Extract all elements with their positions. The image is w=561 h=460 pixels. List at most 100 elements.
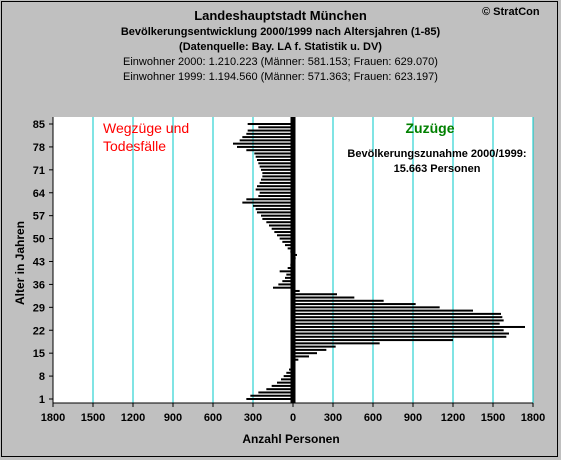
x-tick-label: 900 bbox=[164, 412, 182, 424]
bar bbox=[261, 168, 293, 171]
bar bbox=[258, 162, 293, 165]
bar bbox=[257, 159, 293, 162]
y-axis-label: Alter in Jahren bbox=[13, 221, 27, 305]
x-tick-label: 900 bbox=[404, 412, 422, 424]
bar bbox=[282, 240, 293, 243]
bar bbox=[286, 371, 293, 374]
y-tick-label: 50 bbox=[33, 234, 45, 246]
bar bbox=[261, 178, 293, 181]
x-tick-label: 0 bbox=[290, 412, 296, 424]
left-annotation-line2: Todesfälle bbox=[103, 138, 166, 154]
bar bbox=[293, 319, 504, 322]
bar bbox=[293, 352, 317, 355]
bar bbox=[282, 280, 293, 283]
bar bbox=[250, 394, 293, 397]
bar bbox=[246, 132, 293, 135]
bar bbox=[293, 306, 440, 309]
x-tick-label: 1500 bbox=[481, 412, 505, 424]
y-tick-label: 57 bbox=[33, 211, 45, 223]
y-tick-label: 8 bbox=[39, 371, 45, 383]
bar bbox=[293, 342, 380, 345]
x-tick-label: 1200 bbox=[441, 412, 465, 424]
bar bbox=[269, 224, 293, 227]
bar bbox=[293, 339, 453, 342]
bar bbox=[262, 175, 293, 178]
x-axis-label: Anzahl Personen bbox=[242, 432, 339, 446]
bar bbox=[253, 204, 293, 207]
bar bbox=[293, 312, 501, 315]
bar bbox=[293, 299, 384, 302]
bar bbox=[279, 237, 293, 240]
bar bbox=[283, 375, 293, 378]
bar bbox=[239, 139, 293, 142]
bar bbox=[262, 172, 293, 175]
x-tick-label: 600 bbox=[364, 412, 382, 424]
bar bbox=[254, 152, 293, 155]
x-tick-label: 1500 bbox=[81, 412, 105, 424]
bar bbox=[293, 303, 416, 306]
y-tick-label: 85 bbox=[33, 119, 45, 131]
bar bbox=[246, 149, 293, 152]
data-source: (Datenquelle: Bay. LA f. Statistik u. DV… bbox=[179, 41, 382, 53]
bar bbox=[293, 332, 509, 335]
bar bbox=[279, 270, 293, 273]
bar bbox=[255, 155, 293, 158]
x-tick-label: 1200 bbox=[121, 412, 145, 424]
bar bbox=[293, 293, 337, 296]
bar bbox=[237, 145, 293, 148]
copyright: © StratCon bbox=[482, 6, 540, 18]
chart-title: Landeshauptstadt München bbox=[194, 8, 367, 23]
bar bbox=[257, 211, 293, 214]
bar bbox=[242, 201, 293, 204]
bar bbox=[246, 198, 293, 201]
bar bbox=[293, 358, 299, 361]
bar bbox=[293, 335, 507, 338]
x-tick-label: 600 bbox=[204, 412, 222, 424]
bar bbox=[293, 325, 525, 328]
bar bbox=[271, 227, 293, 230]
x-tick-label: 1800 bbox=[41, 412, 65, 424]
bar bbox=[246, 398, 293, 400]
y-axis-ticks: 1 8 15 22 29 36 43 50 57 64 71 78 85 bbox=[33, 119, 53, 406]
bar bbox=[287, 267, 293, 270]
right-annotation: Zuzüge bbox=[406, 120, 455, 136]
x-tick-label: 1800 bbox=[521, 412, 545, 424]
bar bbox=[274, 231, 293, 234]
bars-group bbox=[233, 123, 525, 400]
gridlines bbox=[92, 117, 534, 403]
inhabitants-2000: Einwohner 2000: 1.210.223 (Männer: 581.1… bbox=[123, 56, 438, 68]
bar bbox=[266, 388, 293, 391]
chart-subtitle: Bevölkerungsentwicklung 2000/1999 nach A… bbox=[120, 26, 441, 38]
bar bbox=[293, 329, 504, 332]
bar bbox=[293, 289, 300, 292]
bar bbox=[285, 276, 293, 279]
bar bbox=[278, 283, 293, 286]
bar bbox=[233, 142, 293, 145]
bar bbox=[293, 296, 355, 299]
bar bbox=[255, 208, 293, 211]
summary-line2: 15.663 Personen bbox=[394, 163, 481, 175]
y-tick-label: 1 bbox=[39, 394, 45, 406]
bar bbox=[266, 221, 293, 224]
left-annotation-line1: Wegzüge und bbox=[103, 120, 189, 136]
bar bbox=[293, 309, 473, 312]
y-tick-label: 22 bbox=[33, 325, 45, 337]
bar bbox=[247, 123, 293, 125]
y-tick-label: 36 bbox=[33, 279, 45, 291]
inhabitants-1999: Einwohner 1999: 1.194.560 (Männer: 571.3… bbox=[123, 71, 438, 83]
bar bbox=[259, 181, 293, 184]
bar bbox=[247, 129, 293, 132]
bar bbox=[259, 191, 293, 194]
bar bbox=[293, 316, 503, 319]
x-tick-label: 300 bbox=[244, 412, 262, 424]
y-tick-label: 29 bbox=[33, 302, 45, 314]
bar bbox=[255, 188, 293, 191]
bar bbox=[258, 126, 293, 129]
bar bbox=[277, 234, 293, 237]
bar bbox=[293, 355, 309, 358]
bar bbox=[281, 378, 293, 381]
bar bbox=[262, 217, 293, 220]
bar bbox=[242, 136, 293, 139]
